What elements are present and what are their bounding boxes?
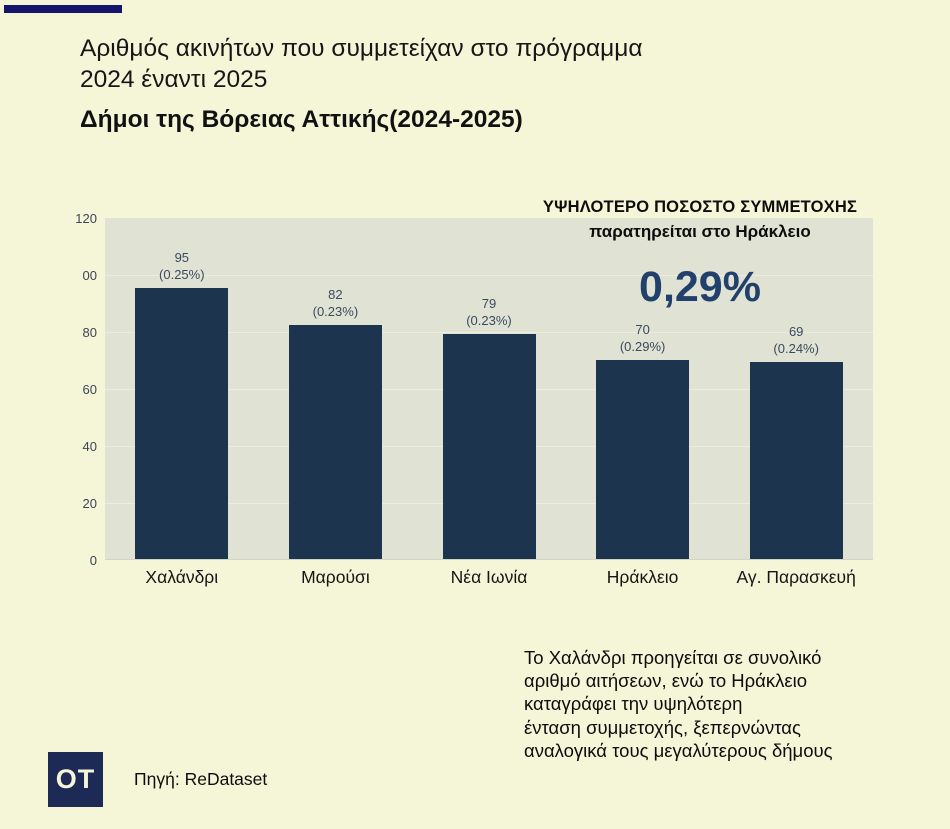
x-tick-label-Μαρούσι: Μαρούσι: [301, 567, 370, 587]
y-tick-label-60: 60: [82, 382, 97, 397]
annotation: ΥΨΗΛΟΤΕΡΟ ΠΟΣΟΣΤΟ ΣΥΜΜΕΤΟΧΗΣ παρατηρείτα…: [520, 198, 880, 312]
y-tick-label-20: 20: [82, 496, 97, 511]
bar-value-label-Χαλάνδρι: 95 (0.25%): [159, 250, 205, 283]
y-tick-label-0: 0: [89, 553, 97, 568]
brand-accent-bar: [4, 5, 122, 13]
y-tick-label-80: 80: [82, 325, 97, 340]
chart-title: Αριθμός ακινήτων που συμμετείχαν στο πρό…: [80, 35, 643, 93]
annotation-subline: παρατηρείται στο Ηράκλειο: [589, 222, 811, 241]
bar-value-label-Αγ. Παρασκευή: 69 (0.24%): [773, 324, 819, 357]
annotation-percentage: 0,29%: [639, 263, 761, 311]
bar-Αγ. Παρασκευή: [749, 362, 843, 559]
x-axis: Χαλάνδρι Μαρούσι Νέα Ιωνία Ηράκλειο Αγ. Παρα…: [105, 567, 873, 593]
ot-logo: OT: [48, 752, 103, 807]
bar-Νέα Ιωνία: [442, 333, 536, 559]
bar-Ηράκλειο: [596, 359, 690, 559]
bar-value-label-Νέα Ιωνία: 79 (0.23%): [466, 295, 512, 328]
footnote-text: Το Χαλάνδρι προηγείται σε συνολικό αριθμ…: [524, 647, 833, 761]
y-tick-label-40: 40: [82, 439, 97, 454]
x-tick-label-Νέα Ιωνία: Νέα Ιωνία: [450, 567, 528, 587]
bar-Μαρούσι: [288, 325, 382, 559]
ot-logo-text: OT: [55, 764, 96, 794]
gridline-80: [105, 332, 873, 333]
x-tick-label-Χαλάνδρι: Χαλάνδρι: [145, 567, 219, 587]
x-tick-label-Ηράκλειο: Ηράκλειο: [606, 567, 679, 587]
y-tick-label-100: 00: [82, 268, 97, 283]
annotation-headline: ΥΨΗΛΟΤΕΡΟ ΠΟΣΟΣΤΟ ΣΥΜΜΕΤΟΧΗΣ: [542, 198, 858, 216]
bar-value-label-Μαρούσι: 82 (0.23%): [312, 287, 359, 320]
header: Αριθμός ακινήτων που συμμετείχαν στο πρό…: [80, 33, 880, 134]
gridline-100: [105, 275, 873, 276]
y-axis: 120 00 80 60 40 20 0: [0, 211, 97, 568]
x-tick-label-Αγ. Παρασκευή: Αγ. Παρασκευή: [736, 567, 856, 587]
plot-area: 95 (0.25%) 82 (0.23%) 79 (0.23%) 70 (0.29%)…: [105, 218, 873, 560]
bar-Χαλάνδρι: [135, 288, 229, 559]
source-credit: Πηγή: ReDataset: [134, 769, 268, 789]
y-tick-label-120: 120: [75, 211, 97, 226]
chart-subtitle: Δήμοι της Βόρειας Αττικής(2024-2025): [80, 106, 523, 133]
bar-value-label-Ηράκλειο: 70 (0.29%): [619, 321, 666, 354]
